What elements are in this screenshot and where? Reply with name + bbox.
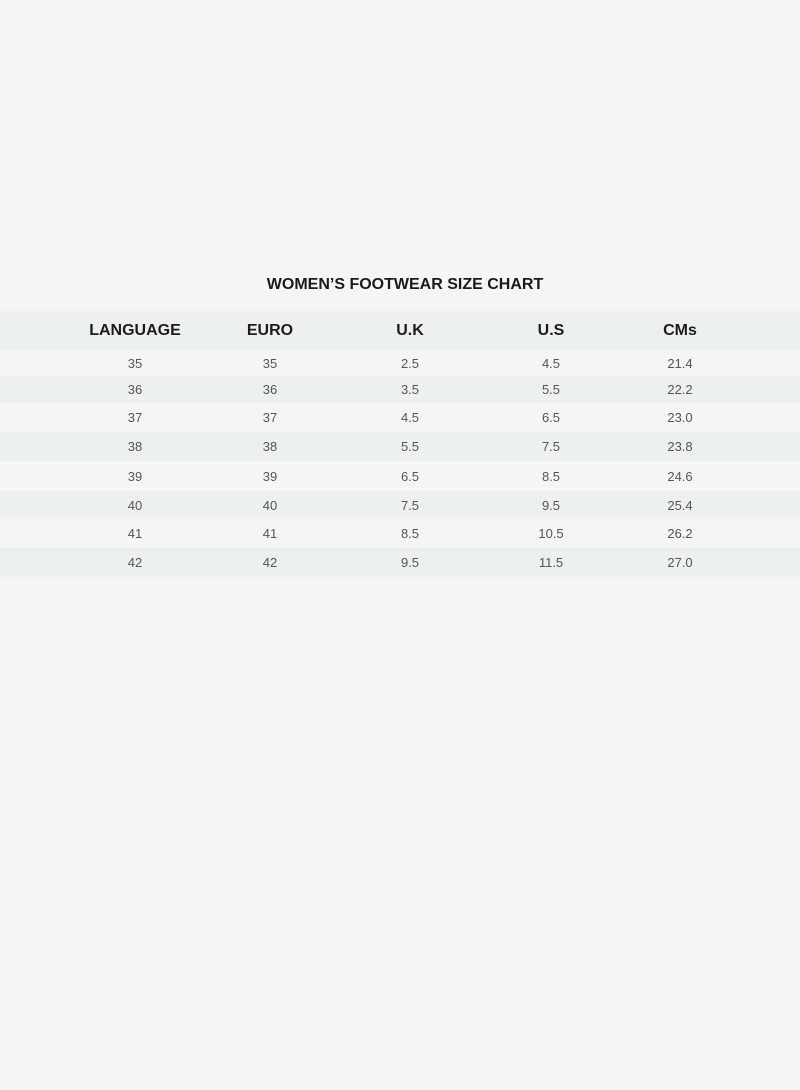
table-cell: 35	[262, 355, 278, 371]
table-row: 35 35 2.5 4.5 21.4	[0, 350, 800, 376]
table-cell: 38	[262, 439, 278, 454]
table-row: 37 37 4.5 6.5 23.0	[0, 403, 800, 432]
table-cell: 39	[127, 468, 143, 484]
table-cell: 9.5	[541, 497, 561, 513]
table-cell: 25.4	[667, 497, 693, 513]
table-row: 40 40 7.5 9.5 25.4	[0, 491, 800, 519]
table-cell: 7.5	[400, 497, 420, 513]
table-cell: 22.2	[667, 382, 693, 397]
table-cell: 42	[262, 555, 278, 570]
table-cell: 8.5	[541, 468, 561, 484]
page-title: WOMEN’S FOOTWEAR SIZE CHART	[266, 276, 544, 293]
column-header: LANGUAGE	[89, 321, 181, 339]
table-cell: 36	[262, 382, 278, 397]
table-cell: 40	[127, 497, 143, 513]
table-cell: 39	[262, 468, 278, 484]
table-row: 39 39 6.5 8.5 24.6	[0, 461, 800, 491]
table-row: 38 38 5.5 7.5 23.8	[0, 432, 800, 461]
column-header: U.S	[537, 321, 565, 339]
table-cell: 3.5	[400, 382, 420, 397]
table-cell: 9.5	[400, 555, 420, 570]
table-cell: 6.5	[541, 410, 561, 425]
table-cell: 40	[262, 497, 278, 513]
table-cell: 5.5	[541, 382, 561, 397]
column-header: EURO	[246, 321, 294, 339]
table-cell: 11.5	[538, 555, 564, 570]
table-row: 41 41 8.5 10.5 26.2	[0, 519, 800, 548]
table-cell: 23.8	[667, 439, 693, 454]
table-row: 36 36 3.5 5.5 22.2	[0, 376, 800, 403]
table-cell: 38	[127, 439, 143, 454]
table-header-row: LANGUAGE EURO U.K U.S CMs	[0, 311, 800, 350]
table-cell: 5.5	[400, 439, 420, 454]
table-cell: 10.5	[538, 526, 564, 541]
column-header: CMs	[663, 321, 697, 339]
column-header: U.K	[396, 321, 424, 339]
table-cell: 2.5	[400, 355, 420, 371]
table-cell: 36	[127, 382, 143, 397]
table-cell: 8.5	[400, 526, 420, 541]
table-cell: 4.5	[400, 410, 420, 425]
table-cell: 41	[262, 526, 278, 541]
table-cell: 23.0	[667, 410, 693, 425]
table-cell: 21.4	[667, 355, 693, 371]
table-cell: 26.2	[667, 526, 693, 541]
table-cell: 35	[127, 355, 143, 371]
table-cell: 41	[127, 526, 143, 541]
table-cell: 42	[127, 555, 143, 570]
table-cell: 6.5	[400, 468, 420, 484]
table-cell: 37	[262, 410, 278, 425]
table-cell: 24.6	[667, 468, 693, 484]
table-cell: 4.5	[541, 355, 561, 371]
table-cell: 7.5	[541, 439, 561, 454]
table-row: 42 42 9.5 11.5 27.0	[0, 548, 800, 577]
table-cell: 27.0	[667, 555, 693, 570]
table-cell: 37	[127, 410, 143, 425]
